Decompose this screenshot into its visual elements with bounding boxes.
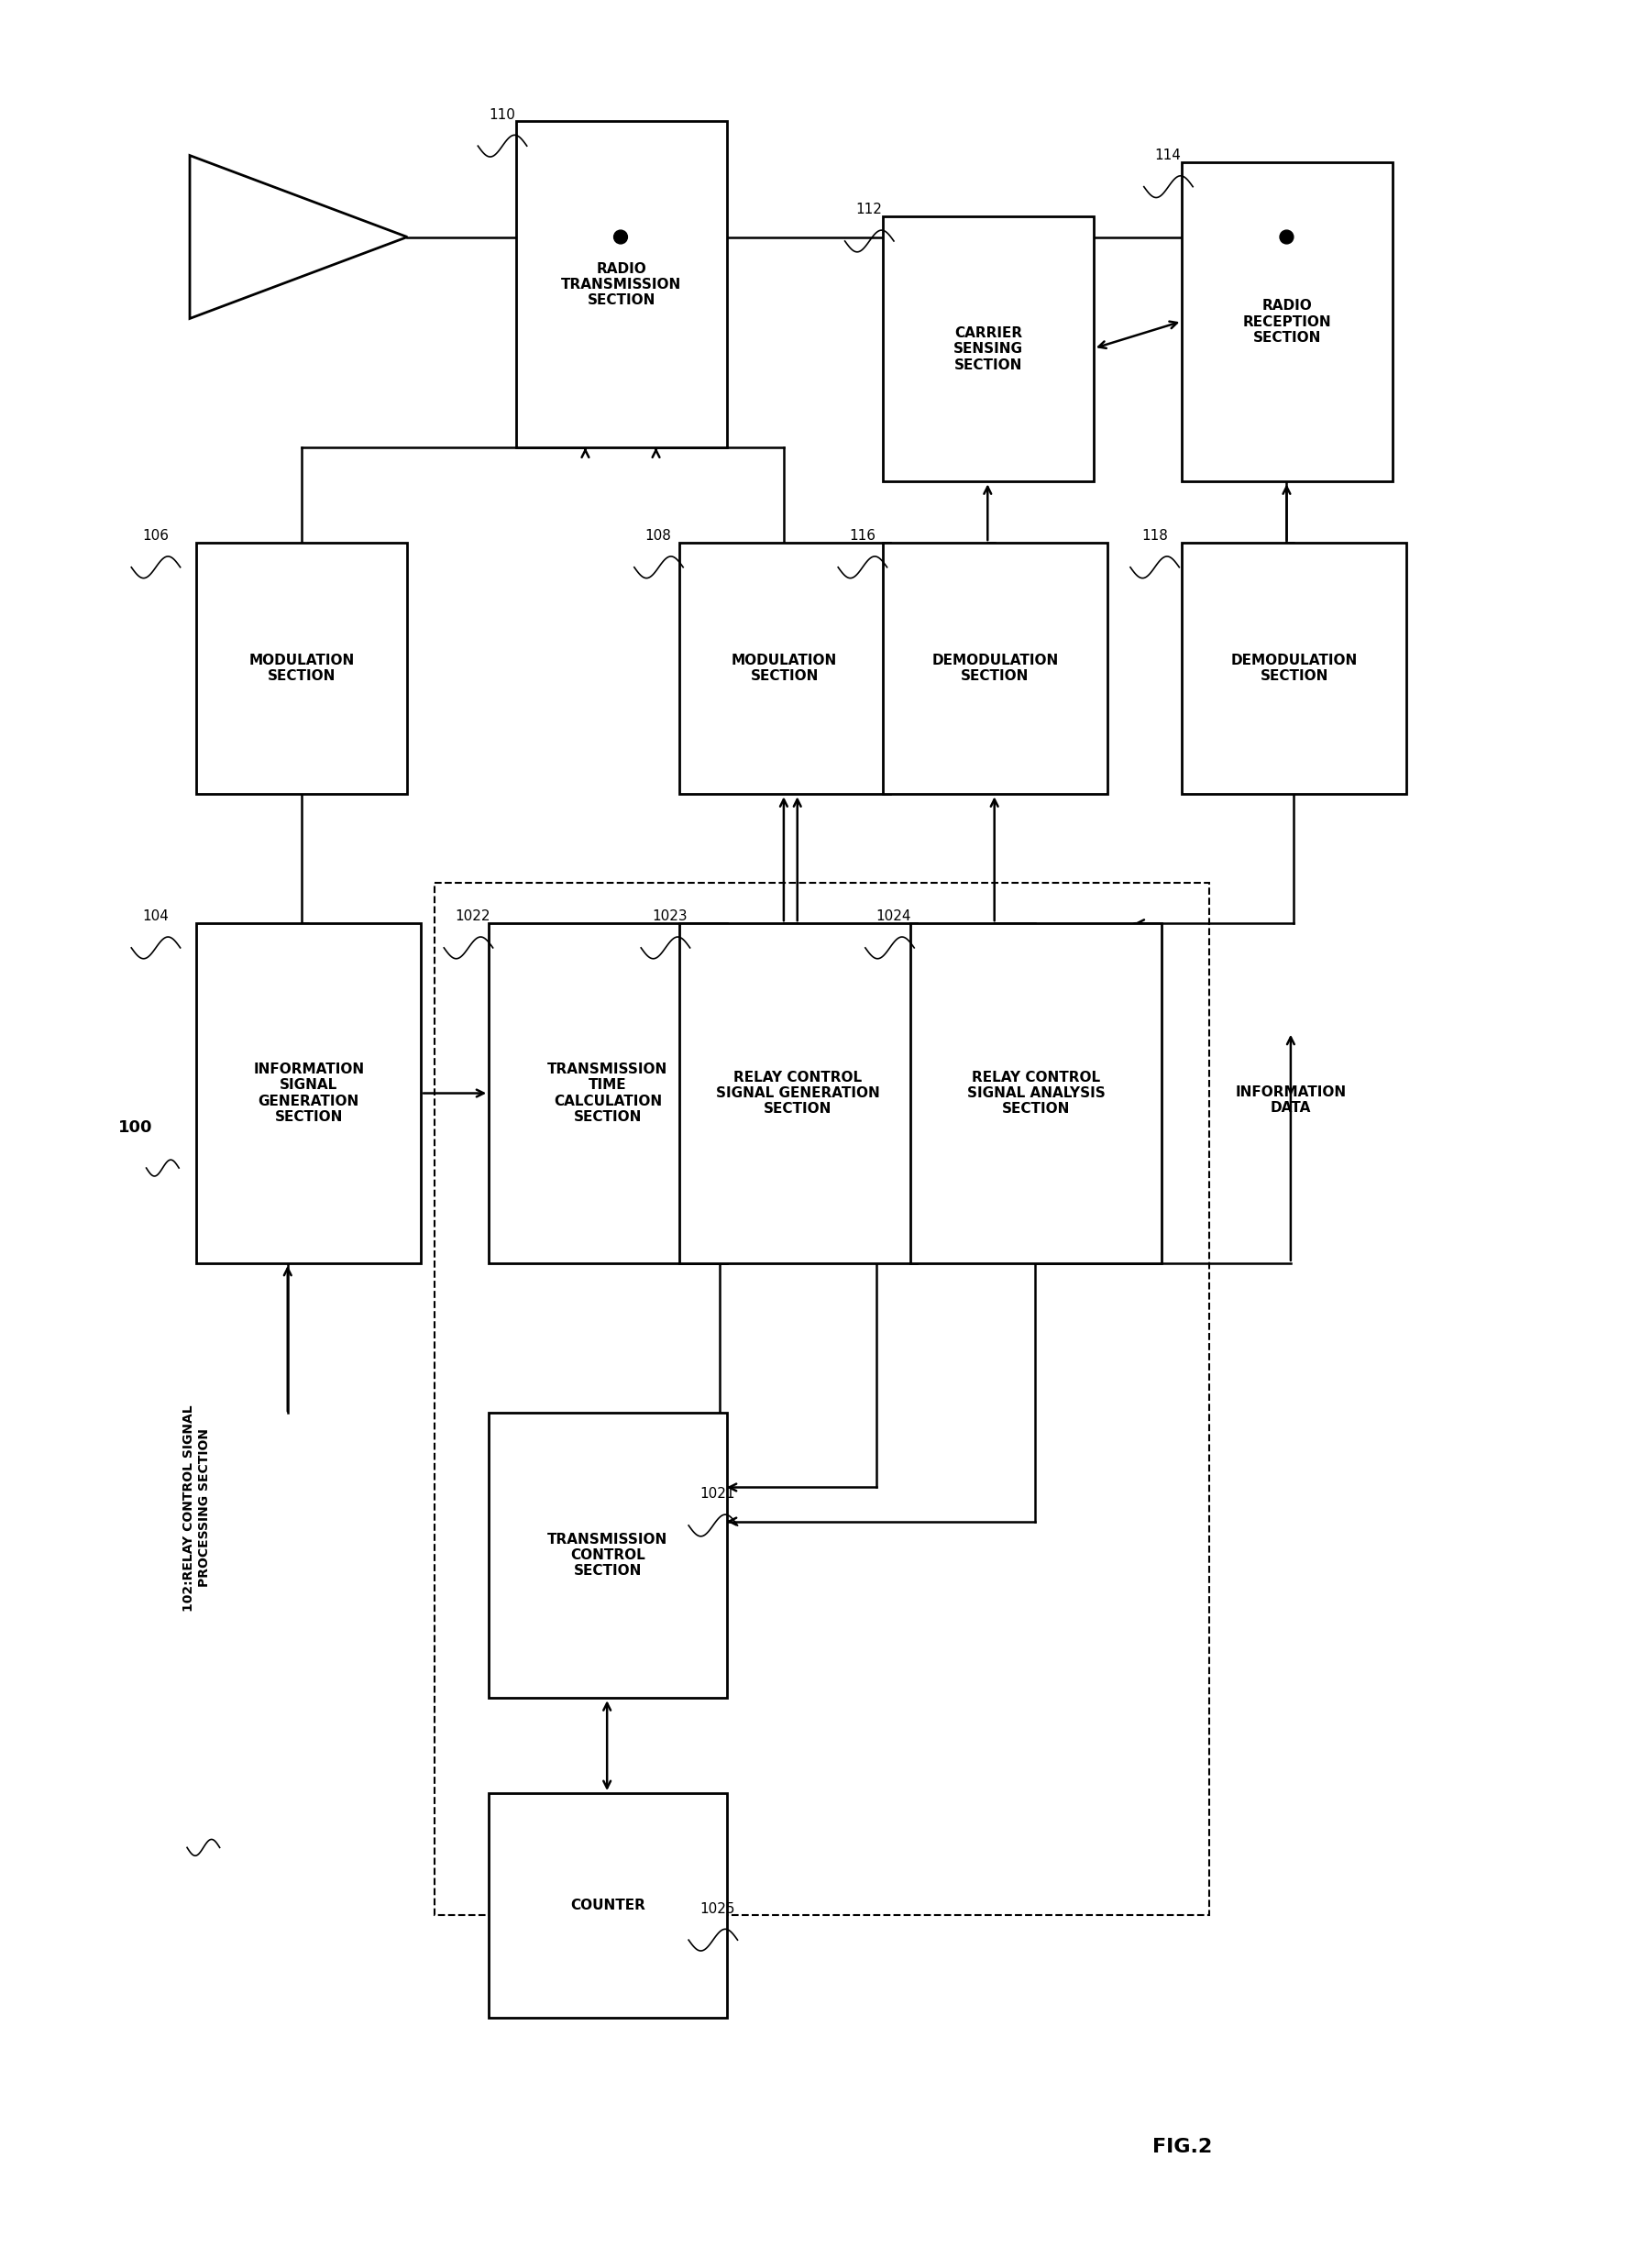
Text: COUNTER: COUNTER [570, 1898, 645, 1912]
Text: 1022: 1022 [455, 909, 491, 923]
Bar [1182, 542, 1407, 794]
Text: DEMODULATION
SECTION: DEMODULATION SECTION [932, 653, 1058, 683]
Text: 1021: 1021 [699, 1488, 735, 1501]
Text: 106: 106 [142, 528, 170, 542]
Text: TRANSMISSION
CONTROL
SECTION: TRANSMISSION CONTROL SECTION [548, 1533, 668, 1579]
Text: RELAY CONTROL
SIGNAL GENERATION
SECTION: RELAY CONTROL SIGNAL GENERATION SECTION [716, 1070, 880, 1116]
Bar [489, 1413, 727, 1699]
Text: INFORMATION
SIGNAL
GENERATION
SECTION: INFORMATION SIGNAL GENERATION SECTION [253, 1061, 363, 1125]
Text: 116: 116 [849, 528, 875, 542]
Text: 102:RELAY CONTROL SIGNAL
PROCESSING SECTION: 102:RELAY CONTROL SIGNAL PROCESSING SECT… [183, 1404, 210, 1610]
Text: 1024: 1024 [877, 909, 911, 923]
Bar [435, 882, 1209, 1916]
Text: MODULATION
SECTION: MODULATION SECTION [732, 653, 838, 683]
Text: CARRIER
SENSING
SECTION: CARRIER SENSING SECTION [954, 327, 1024, 372]
Text: RADIO
TRANSMISSION
SECTION: RADIO TRANSMISSION SECTION [561, 261, 681, 308]
Text: 1023: 1023 [652, 909, 688, 923]
Bar [489, 923, 727, 1263]
Text: FIG.2: FIG.2 [1152, 2136, 1211, 2155]
Text: 110: 110 [489, 109, 515, 122]
Bar [883, 542, 1107, 794]
Text: DEMODULATION
SECTION: DEMODULATION SECTION [1231, 653, 1358, 683]
Bar [1182, 163, 1392, 481]
Circle shape [1280, 229, 1294, 243]
Text: TRANSMISSION
TIME
CALCULATION
SECTION: TRANSMISSION TIME CALCULATION SECTION [548, 1061, 668, 1125]
Text: 112: 112 [856, 204, 882, 218]
Text: RADIO
RECEPTION
SECTION: RADIO RECEPTION SECTION [1244, 299, 1332, 345]
Bar [910, 923, 1162, 1263]
Bar [680, 923, 918, 1263]
Bar [680, 542, 890, 794]
Text: MODULATION
SECTION: MODULATION SECTION [249, 653, 355, 683]
Text: INFORMATION
DATA: INFORMATION DATA [1236, 1084, 1346, 1116]
Text: RELAY CONTROL
SIGNAL ANALYSIS
SECTION: RELAY CONTROL SIGNAL ANALYSIS SECTION [967, 1070, 1105, 1116]
Bar [197, 923, 421, 1263]
Bar [883, 218, 1094, 481]
Bar [197, 542, 408, 794]
Bar [489, 1794, 727, 2019]
Text: 100: 100 [119, 1118, 153, 1136]
Text: 1025: 1025 [699, 1903, 735, 1916]
Circle shape [615, 229, 628, 243]
Text: 108: 108 [645, 528, 672, 542]
Text: 104: 104 [142, 909, 168, 923]
Text: 118: 118 [1141, 528, 1167, 542]
Bar [517, 122, 727, 447]
Text: 114: 114 [1154, 150, 1182, 163]
